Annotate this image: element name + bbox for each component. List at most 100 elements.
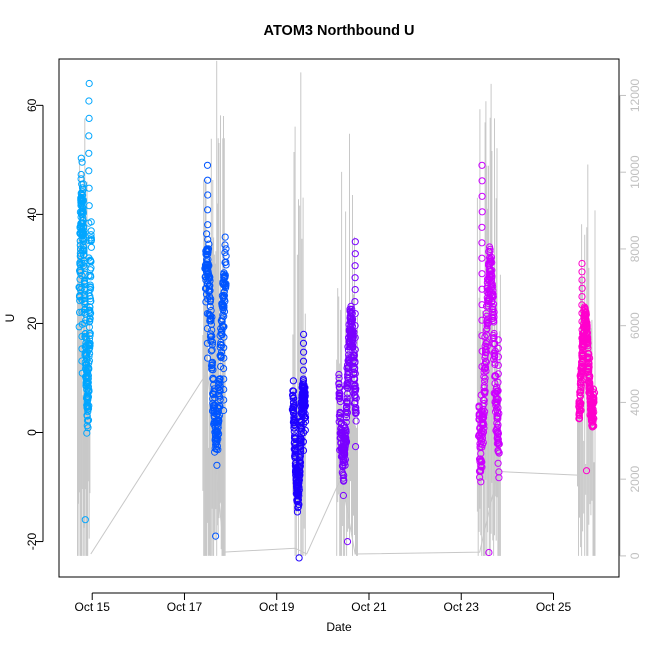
data-point [478, 458, 486, 466]
data-point [335, 370, 343, 379]
data-point-peak [494, 412, 502, 420]
data-point-peak [78, 259, 86, 267]
data-point [482, 367, 490, 375]
data-point [478, 443, 486, 451]
data-point [480, 410, 488, 418]
data-point [301, 417, 310, 426]
data-point-peak [351, 250, 359, 258]
data-point [343, 394, 351, 402]
data-point-peak [78, 357, 86, 365]
data-point [296, 471, 304, 479]
data-point-peak [78, 332, 86, 341]
data-point [350, 365, 359, 374]
data-point [340, 471, 348, 479]
data-point [205, 262, 213, 270]
data-point [208, 338, 217, 346]
data-point-peak [351, 394, 359, 402]
data-point-peak [299, 357, 308, 365]
y2-tick-label: 10000 [628, 155, 642, 189]
data-point [80, 259, 88, 267]
data-point-peak [220, 375, 228, 383]
y-tick-label: 40 [25, 207, 39, 221]
data-point [343, 397, 351, 405]
data-point [86, 332, 94, 340]
data-point-peak [494, 438, 502, 446]
data-point [86, 314, 94, 322]
data-point-peak [203, 339, 211, 347]
data-point-peak [478, 316, 486, 324]
data-point [575, 412, 583, 420]
data-point [483, 338, 491, 346]
data-point [295, 476, 303, 484]
data-point [480, 400, 488, 408]
data-point-peak [204, 191, 212, 199]
data-point [205, 272, 213, 280]
data-point-peak [494, 395, 502, 403]
data-point [490, 313, 498, 321]
data-point [87, 243, 96, 251]
data-point [293, 508, 301, 516]
data-point-peak [351, 370, 359, 378]
data-point [486, 245, 494, 253]
data-point [215, 411, 223, 420]
data-point [86, 350, 94, 358]
plot-frame [58, 58, 620, 578]
data-point [493, 383, 501, 391]
data-point-peak [85, 132, 93, 140]
data-point [86, 317, 94, 325]
data-point [290, 421, 299, 429]
data-point-peak [85, 254, 93, 262]
data-point-peak [220, 396, 228, 404]
data-point-peak [478, 285, 486, 293]
data-point-peak [78, 235, 86, 243]
data-point-peak [78, 296, 86, 304]
data-point [77, 170, 85, 179]
data-point-peak [578, 259, 586, 268]
y2-tick-label: 12000 [628, 78, 642, 112]
data-point-peak [494, 378, 502, 386]
data-point [341, 445, 349, 454]
data-point [86, 329, 94, 337]
data-point [85, 387, 93, 395]
data-point-peak [578, 342, 586, 350]
data-point [590, 422, 598, 430]
data-point [204, 246, 212, 254]
y2-tick-label: 2000 [628, 465, 642, 492]
data-point [576, 391, 584, 399]
data-point [586, 372, 594, 380]
data-point [480, 424, 488, 432]
data-point [481, 387, 489, 395]
data-point-peak [78, 210, 86, 218]
data-point [86, 344, 94, 352]
data-point [207, 295, 215, 303]
data-point [208, 358, 217, 366]
data-point [490, 329, 498, 338]
data-point-peak [351, 322, 359, 330]
data-point-peak [220, 365, 228, 373]
data-point [221, 241, 229, 249]
data-point [214, 446, 222, 454]
data-point [341, 459, 349, 467]
data-point [80, 230, 88, 238]
data-point [478, 463, 486, 471]
data-point [482, 357, 490, 365]
data-point [84, 383, 93, 391]
data-point [206, 303, 214, 311]
data-point [479, 428, 487, 436]
data-point-peak [351, 346, 359, 354]
data-point-peak [478, 177, 486, 185]
data-point-min [343, 538, 352, 546]
data-point-peak [578, 367, 586, 375]
data-point [336, 394, 344, 403]
data-point [79, 180, 87, 188]
data-point [208, 361, 216, 369]
data-point [589, 385, 598, 393]
data-point [349, 315, 357, 323]
data-point-peak [300, 348, 308, 356]
data-point-peak [203, 161, 212, 169]
data-point-peak [220, 333, 228, 341]
data-point [76, 286, 85, 294]
data-point [347, 308, 355, 316]
